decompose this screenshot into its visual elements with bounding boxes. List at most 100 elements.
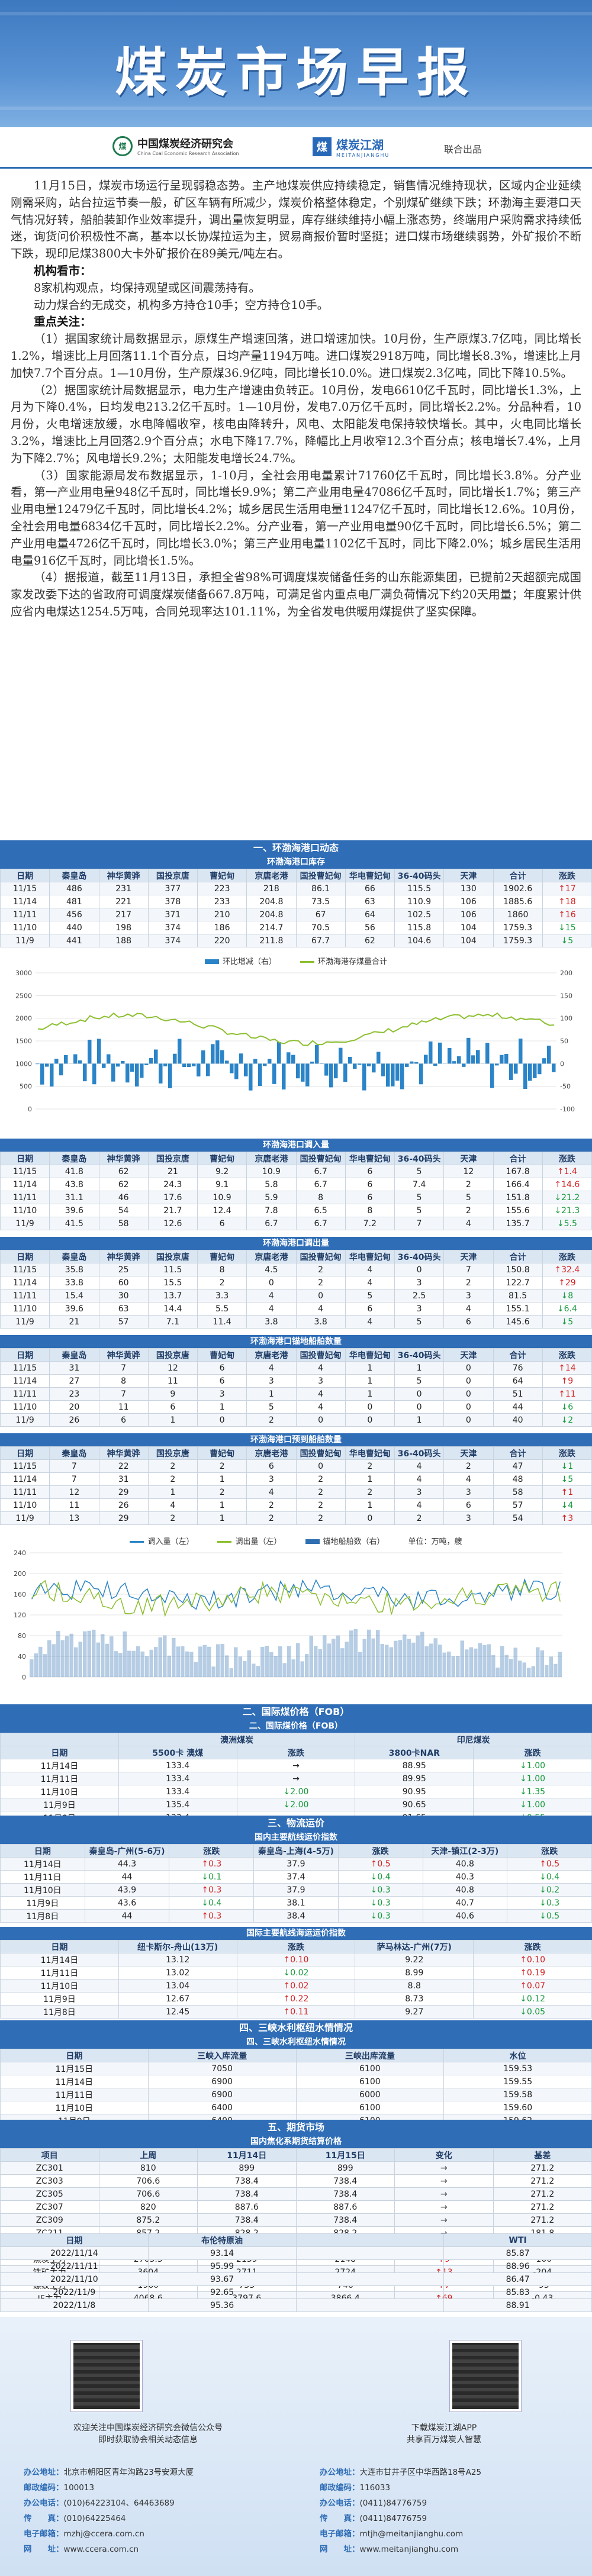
anchor-bar (229, 1668, 233, 1677)
anchor-bar (140, 1651, 144, 1677)
change-bar (448, 1047, 452, 1064)
table-cell: 271.2 (493, 2187, 592, 2201)
anchor-bar (540, 1650, 544, 1677)
table-cell: 2 (295, 1511, 346, 1525)
data-table: 日期 秦皇岛 神华黄骅 国投京唐 曹妃甸 京唐老港 国投曹妃甸 华电曹妃甸 36-40码头 天津合… (0, 1348, 592, 1427)
table-header: 国投曹妃甸 (295, 1446, 346, 1460)
table-row: ZC307 820 887.6 887.6 → 271.2 (0, 2200, 592, 2214)
change-bar (395, 1063, 400, 1081)
table-row: 11月11日 44 ↓0.1 37.4 ↓0.4 40.3 ↓0.4 (0, 1870, 592, 1884)
table-cell: ↓5 (542, 1472, 592, 1486)
table-cell: ↑17 (542, 882, 592, 895)
table-cell: 104.6 (394, 934, 445, 947)
change-bar (296, 1063, 300, 1079)
table-cell: 2 (345, 1485, 395, 1499)
anchor-bar (416, 1635, 420, 1677)
table-row: 11月11日 6900 6000 159.58 (0, 2088, 592, 2101)
table-header: 神华黄骅 (98, 1446, 149, 1460)
table-cell: 6 (246, 1459, 297, 1473)
table-cell: 223 (197, 882, 247, 895)
y2-tick-label: -100 (560, 1105, 575, 1113)
table-cell: 810 (98, 2161, 198, 2175)
table-cell: 3 (246, 1374, 297, 1388)
summary-text: 11月15日，煤炭市场运行呈现弱稳态势。主产地煤炭供应持续稳定，销售情况维持现状… (11, 178, 581, 621)
table-row: 11/14 27 8 11 6 3 3 1 5 0 64 ↑9 (0, 1374, 592, 1388)
table-cell: 378 (147, 895, 198, 908)
table-cell: 115.8 (394, 921, 445, 934)
table-cell: 41.5 (49, 1217, 99, 1230)
table-cell: 6100 (295, 2062, 445, 2075)
table-cell: 2 (295, 1498, 346, 1512)
table-cell: → (236, 1759, 356, 1772)
table-row: 11月8日 44 ↑0.3 38.4 ↓0.3 40.6 ↓0.5 (0, 1909, 592, 1923)
table-row: 11月10日 6400 6100 159.60 (0, 2101, 592, 2114)
table-cell: 0 (246, 1276, 297, 1289)
table-row: 11月9日 12.67 ↑0.22 8.73 ↓0.12 (0, 1992, 592, 2006)
table-cell: 4 (246, 1289, 297, 1302)
anchor-bar (451, 1656, 455, 1677)
table-cell: 11/10 (0, 1302, 50, 1316)
caption-line: 共享百万煤炭人智慧 (407, 2435, 481, 2445)
table-cell: 58 (98, 1217, 149, 1230)
issued-label: 联合出品 (444, 144, 482, 155)
table-cell: 85.83 (443, 2285, 592, 2299)
table-header: 国投曹妃甸 (295, 1348, 346, 1362)
logo-bar: 煤 中国煤炭经济研究会 China Coal Economic Research… (0, 127, 592, 169)
table-cell: 188 (98, 934, 149, 947)
anchor-bar (438, 1645, 442, 1677)
change-bar (159, 1063, 163, 1084)
table-header: 国投京唐 (147, 1446, 198, 1460)
table-cell: 21 (147, 1165, 198, 1178)
data-table: 日期 秦皇岛 神华黄骅 国投京唐 曹妃甸 京唐老港 国投曹妃甸 华电曹妃甸 36-40码头 天津合… (0, 1152, 592, 1230)
table-row: 11月14日 6900 6100 159.55 (0, 2075, 592, 2088)
meitanjianghu-name: 煤炭江湖 (336, 138, 384, 152)
table-header: 变化 (394, 2148, 494, 2162)
table-cell: 2 (443, 1204, 494, 1217)
table-cell: 4 (394, 1498, 445, 1512)
y-tick-label: 1000 (15, 1060, 32, 1068)
table-cell: 3.3 (197, 1289, 247, 1302)
table-cell: ↑0.19 (473, 1966, 592, 1979)
table-cell: 4 (345, 1276, 395, 1289)
anchor-bar (398, 1640, 402, 1677)
anchor-bar (367, 1629, 371, 1677)
table-cell: ↑1 (542, 1485, 592, 1499)
table-row: 11月14日 133.4 → 88.95 ↓1.00 (0, 1759, 592, 1772)
table-cell: 3 (197, 1387, 247, 1401)
change-bar (272, 1063, 276, 1084)
table-cell: 11.4 (197, 1315, 247, 1329)
table-cell: 12.45 (118, 2005, 237, 2019)
change-bar (495, 1063, 499, 1066)
anchor-bar (518, 1661, 522, 1677)
table-row: 11/10 39.6 63 14.4 5.5 4 4 6 3 4 155.1 ↓6.4 (0, 1302, 592, 1316)
table-cell: ↑14 (542, 1361, 592, 1375)
table-cell: ↓0.1 (169, 1870, 255, 1884)
change-bar (182, 1063, 186, 1068)
anchor-bar (513, 1648, 517, 1677)
table-header: 合计 (493, 1152, 543, 1165)
table-cell: 64 (493, 1374, 543, 1388)
anchor-bar (65, 1636, 69, 1677)
table-header: 涨跌 (542, 1250, 592, 1263)
table-row: 11月8日 12.45 ↑0.11 9.27 ↓0.05 (0, 2005, 592, 2019)
table-cell: 738.4 (295, 2174, 395, 2188)
table-cell: 2 (443, 1276, 494, 1289)
table-cell: 11月10日 (0, 1785, 119, 1798)
table-cell: 6 (98, 1413, 149, 1427)
table-cell: 738.4 (197, 2174, 297, 2188)
table-cell: 135.4 (118, 1798, 237, 1811)
table-cell: 271.2 (493, 2161, 592, 2175)
anchor-bar (110, 1636, 114, 1677)
table-cell: ↓2 (542, 1413, 592, 1427)
caption-line: 即时获取协会相关动态信息 (98, 2435, 198, 2445)
table-cell: 93.67 (147, 2272, 297, 2286)
table-cell: 12 (147, 1361, 198, 1375)
anchor-bar (105, 1643, 109, 1677)
meitanjianghu-contact: 办公地址：大连市甘井子区中华西路18号A25 邮政编码：116033 办公电话：(0… (320, 2465, 481, 2557)
table-cell: 220 (197, 934, 247, 947)
table-cell: 875.2 (98, 2213, 198, 2227)
anchor-bar (500, 1646, 504, 1677)
table-cell: 7 (49, 1459, 99, 1473)
table-cell: 214.7 (246, 921, 297, 934)
table-cell: 76 (493, 1361, 543, 1375)
